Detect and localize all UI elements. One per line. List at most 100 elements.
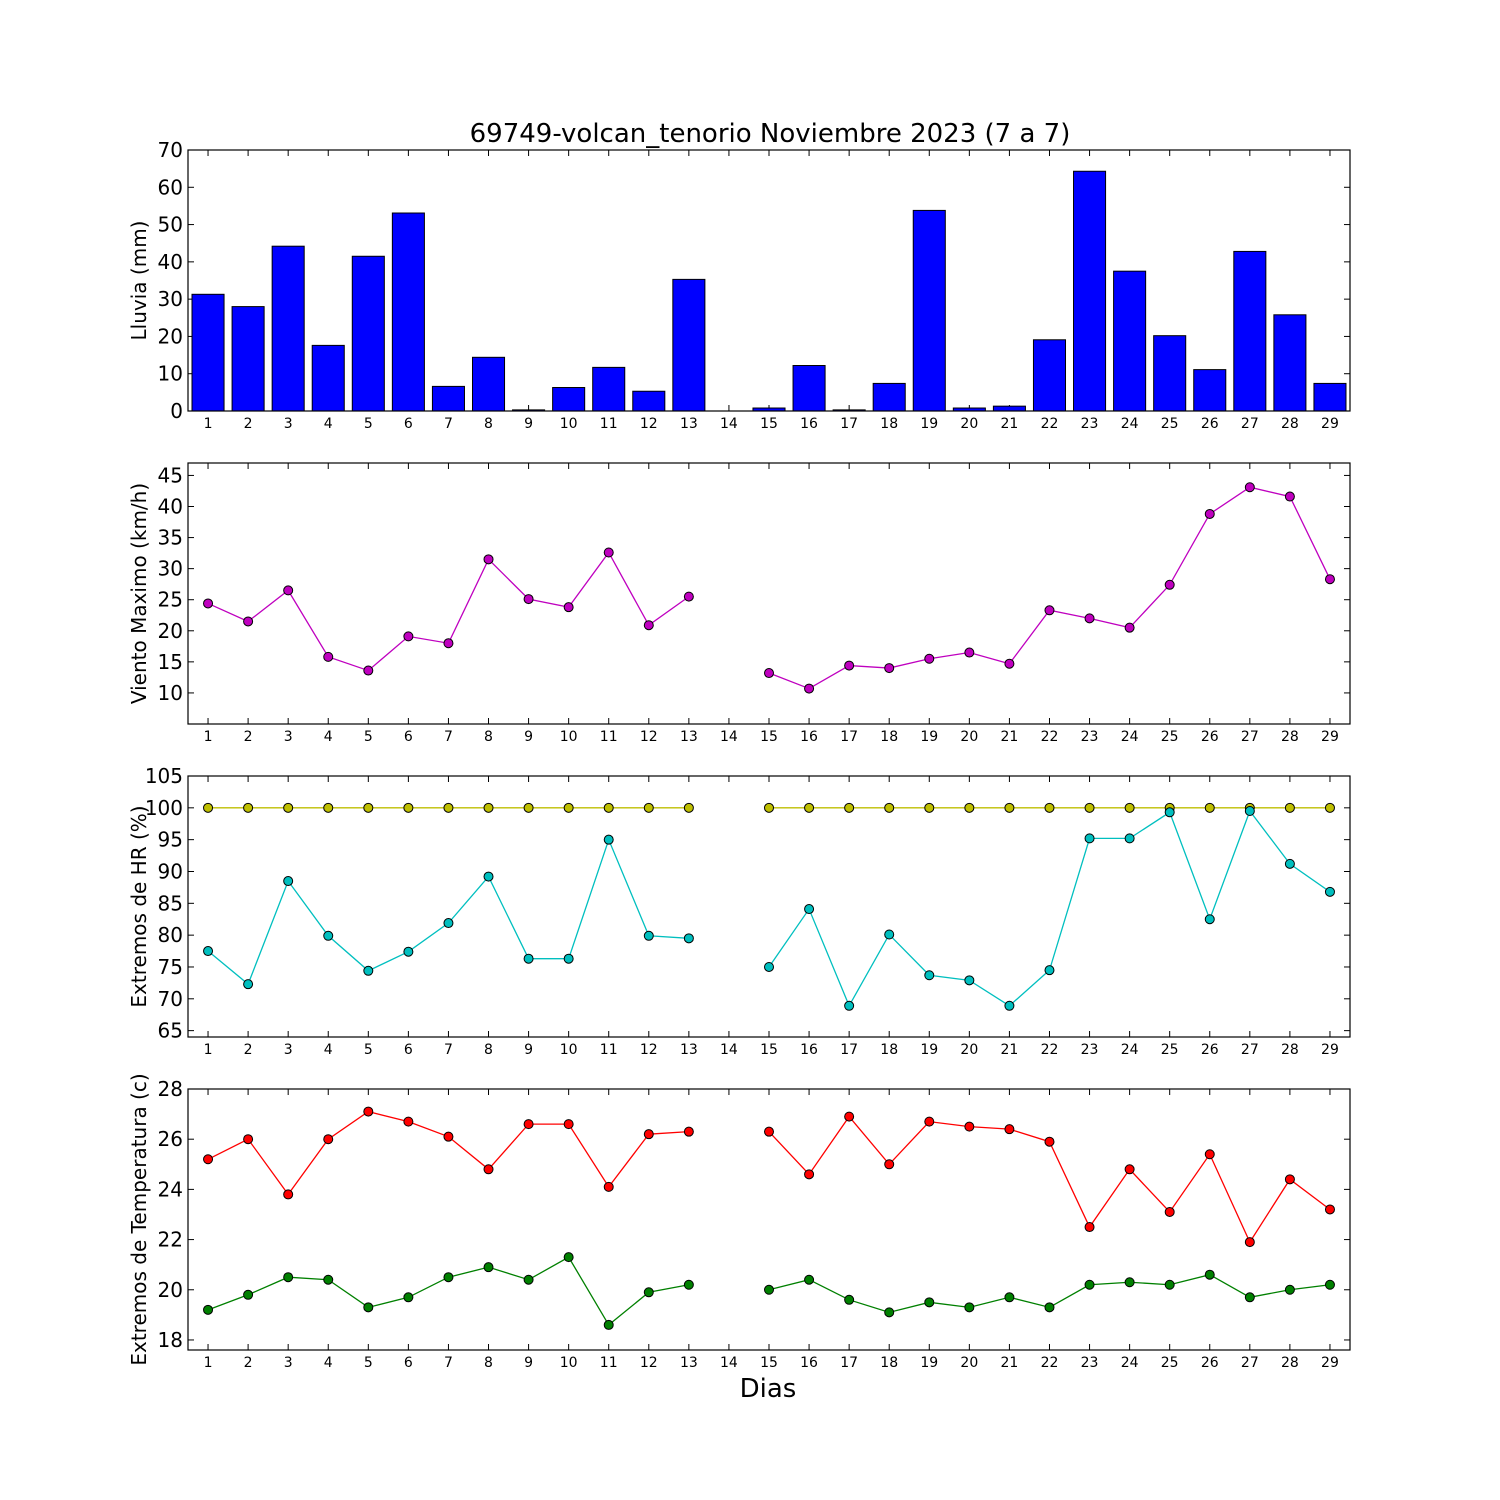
- x-tick-label: 27: [1241, 416, 1259, 432]
- x-tick-label: 3: [284, 729, 293, 745]
- data-point: [1324, 1204, 1335, 1215]
- x-tick-label: 1: [204, 1355, 213, 1371]
- data-point: [403, 1116, 414, 1127]
- y-tick-label: 20: [158, 1278, 183, 1302]
- x-axis-label: Dias: [740, 1374, 797, 1404]
- y-tick-label: 26: [158, 1127, 183, 1151]
- x-tick-label: 8: [484, 1042, 493, 1058]
- data-point: [884, 1307, 895, 1318]
- data-point: [603, 1319, 614, 1330]
- data-point: [964, 975, 975, 986]
- x-tick-label: 14: [720, 416, 738, 432]
- x-tick-label: 22: [1041, 1355, 1059, 1371]
- x-tick-label: 18: [880, 1042, 898, 1058]
- data-point: [203, 802, 214, 813]
- x-tick-label: 12: [640, 416, 658, 432]
- bar: [912, 209, 946, 412]
- x-tick-label: 26: [1201, 729, 1219, 745]
- data-point: [844, 1000, 855, 1011]
- data-point: [1204, 1269, 1215, 1280]
- x-tick-label: 27: [1241, 729, 1259, 745]
- y-tick-label: 50: [158, 213, 183, 237]
- data-point: [764, 961, 774, 972]
- data-point: [1324, 1279, 1335, 1290]
- data-point: [844, 1294, 855, 1305]
- x-tick-label: 13: [680, 729, 698, 745]
- bar: [431, 385, 465, 412]
- y-tick-label: 30: [158, 287, 183, 311]
- data-point: [323, 802, 334, 813]
- x-tick-label: 5: [364, 729, 373, 745]
- data-point: [1164, 1279, 1175, 1290]
- x-tick-label: 9: [524, 729, 533, 745]
- data-point: [804, 904, 815, 915]
- data-point: [403, 631, 414, 642]
- panel-temperature: Extremos de Temperatura (c) 1820222426281…: [127, 1073, 1351, 1371]
- y-tick-label: 22: [158, 1228, 183, 1252]
- x-tick-label: 22: [1041, 416, 1059, 432]
- data-point: [1324, 886, 1335, 897]
- y-tick-label: 90: [158, 859, 183, 883]
- data-point: [243, 979, 254, 990]
- data-point: [1324, 802, 1335, 813]
- x-tick-label: 6: [404, 416, 413, 432]
- x-tick-label: 3: [284, 1355, 293, 1371]
- bar: [672, 278, 706, 412]
- data-point: [243, 1289, 254, 1300]
- data-point: [1124, 622, 1135, 633]
- data-point: [1004, 1124, 1015, 1135]
- x-tick-label: 25: [1161, 729, 1179, 745]
- data-point: [323, 651, 334, 662]
- y-tick-label: 10: [158, 681, 183, 705]
- x-tick-label: 8: [484, 729, 493, 745]
- data-point: [1284, 802, 1295, 813]
- x-tick-label: 17: [840, 1042, 858, 1058]
- x-tick-label: 2: [244, 1355, 253, 1371]
- data-point: [403, 1292, 414, 1303]
- data-point: [603, 834, 614, 845]
- data-point: [443, 638, 454, 649]
- plot-frame: [187, 462, 1351, 725]
- x-tick-label: 20: [960, 1355, 978, 1371]
- data-point: [483, 802, 494, 813]
- x-tick-label: 4: [324, 1355, 333, 1371]
- y-tick-label: 25: [158, 588, 183, 612]
- data-point: [1124, 833, 1135, 844]
- chart-title: 69749-volcan_tenorio Noviembre 2023 (7 a…: [470, 119, 1071, 149]
- data-point: [844, 660, 855, 671]
- data-point: [1284, 1284, 1295, 1295]
- data-point: [283, 585, 294, 596]
- data-point: [1284, 491, 1295, 502]
- x-tick-label: 23: [1081, 1355, 1099, 1371]
- bar: [351, 255, 385, 412]
- data-point: [1164, 807, 1175, 818]
- bar: [552, 387, 586, 412]
- data-point: [884, 802, 895, 813]
- data-point: [563, 953, 574, 964]
- x-tick-label: 16: [800, 416, 818, 432]
- data-point: [1004, 802, 1015, 813]
- x-tick-label: 22: [1041, 729, 1059, 745]
- bar: [992, 405, 1026, 412]
- x-tick-label: 17: [840, 416, 858, 432]
- x-tick-label: 4: [324, 1042, 333, 1058]
- series-line: [207, 809, 1331, 1008]
- x-tick-label: 4: [324, 416, 333, 432]
- data-point: [443, 918, 454, 929]
- data-point: [483, 1164, 494, 1175]
- x-tick-label: 13: [680, 416, 698, 432]
- data-point: [764, 668, 774, 679]
- data-point: [523, 1274, 534, 1285]
- x-tick-label: 8: [484, 1355, 493, 1371]
- data-point: [523, 953, 534, 964]
- bar: [1113, 270, 1147, 412]
- y-tick-label: 80: [158, 923, 183, 947]
- x-tick-label: 17: [840, 729, 858, 745]
- bar: [1153, 335, 1187, 412]
- data-point: [683, 591, 694, 602]
- x-tick-label: 13: [680, 1042, 698, 1058]
- data-point: [643, 1129, 654, 1140]
- data-point: [643, 620, 654, 631]
